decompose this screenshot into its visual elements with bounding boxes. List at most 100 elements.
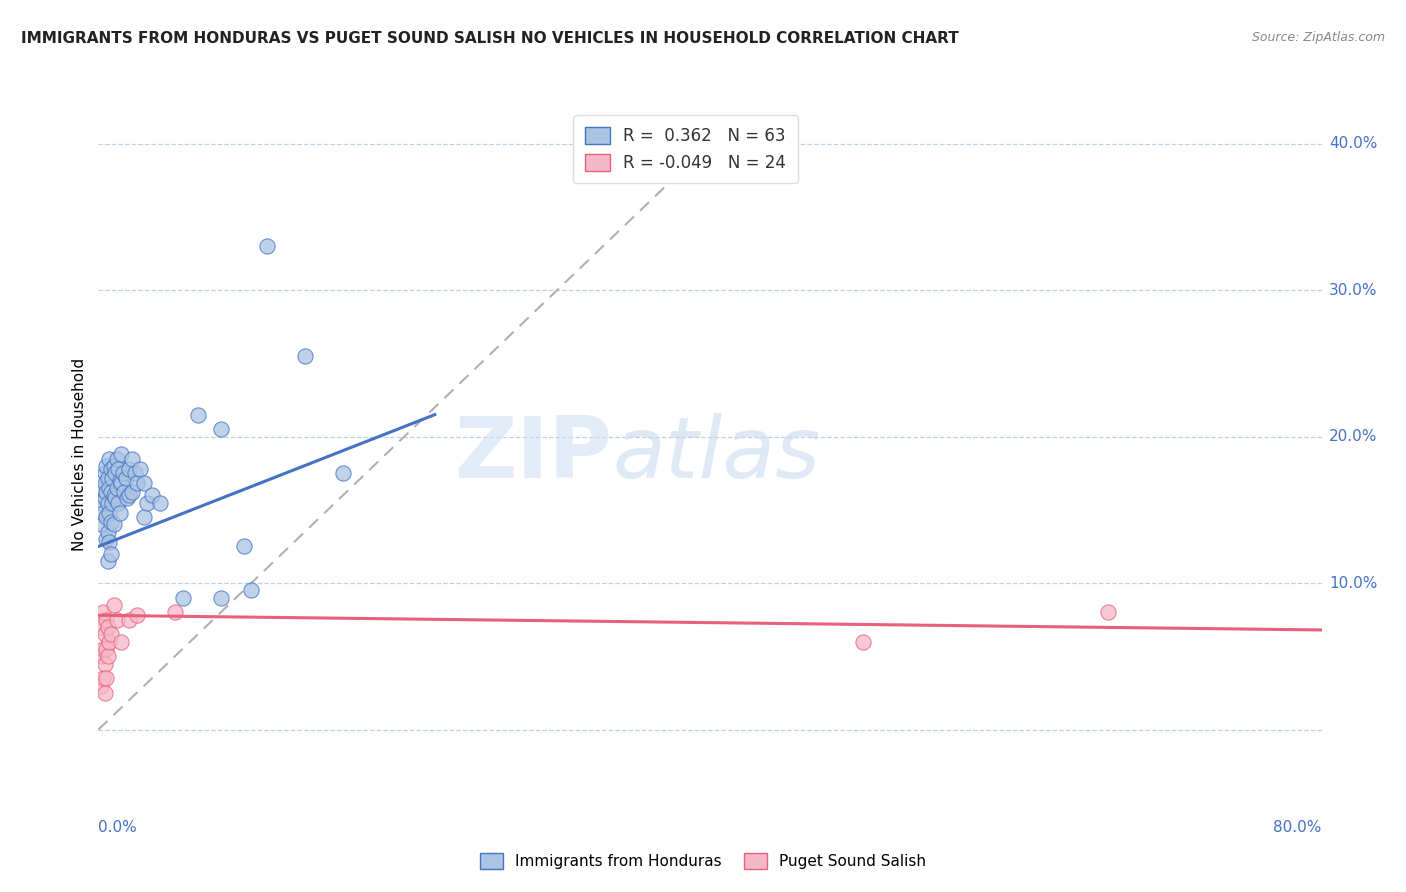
Text: atlas: atlas bbox=[612, 413, 820, 497]
Point bbox=[91, 642, 114, 657]
Point bbox=[110, 634, 132, 648]
Point bbox=[93, 491, 115, 505]
Point bbox=[97, 620, 120, 634]
Point bbox=[94, 613, 117, 627]
Text: 40.0%: 40.0% bbox=[1329, 136, 1378, 151]
Point bbox=[91, 481, 114, 495]
Point bbox=[110, 447, 132, 461]
Point bbox=[101, 495, 124, 509]
Point bbox=[94, 510, 117, 524]
Point bbox=[103, 598, 125, 612]
Text: Source: ZipAtlas.com: Source: ZipAtlas.com bbox=[1251, 31, 1385, 45]
Point bbox=[104, 491, 127, 505]
Point bbox=[232, 540, 254, 554]
Point bbox=[94, 532, 117, 546]
Point bbox=[93, 627, 115, 641]
Point bbox=[110, 476, 132, 491]
Point bbox=[118, 488, 141, 502]
Point bbox=[209, 422, 232, 436]
Point bbox=[98, 506, 121, 520]
Point bbox=[93, 467, 115, 481]
Point bbox=[90, 679, 112, 693]
Point bbox=[100, 485, 122, 500]
Point bbox=[97, 495, 120, 509]
Point bbox=[256, 239, 278, 253]
Point bbox=[107, 495, 129, 509]
Y-axis label: No Vehicles in Household: No Vehicles in Household bbox=[72, 359, 87, 551]
Point bbox=[134, 510, 156, 524]
Point bbox=[1097, 606, 1119, 620]
Point bbox=[97, 554, 120, 568]
Point bbox=[141, 488, 163, 502]
Point bbox=[93, 476, 115, 491]
Text: 80.0%: 80.0% bbox=[1274, 821, 1322, 836]
Point bbox=[90, 620, 112, 634]
Point bbox=[93, 686, 115, 700]
Point bbox=[94, 671, 117, 685]
Text: ZIP: ZIP bbox=[454, 413, 612, 497]
Text: IMMIGRANTS FROM HONDURAS VS PUGET SOUND SALISH NO VEHICLES IN HOUSEHOLD CORRELAT: IMMIGRANTS FROM HONDURAS VS PUGET SOUND … bbox=[21, 31, 959, 46]
Point bbox=[118, 613, 141, 627]
Point bbox=[852, 634, 875, 648]
Point bbox=[91, 506, 114, 520]
Point bbox=[112, 485, 135, 500]
Point bbox=[94, 485, 117, 500]
Point bbox=[100, 547, 122, 561]
Point bbox=[115, 470, 138, 484]
Point bbox=[98, 451, 121, 466]
Point bbox=[105, 451, 128, 466]
Point bbox=[240, 583, 263, 598]
Point bbox=[91, 606, 114, 620]
Point bbox=[125, 608, 148, 623]
Point bbox=[111, 467, 134, 481]
Point bbox=[101, 470, 124, 484]
Point bbox=[294, 349, 316, 363]
Point bbox=[97, 649, 120, 664]
Point bbox=[121, 485, 143, 500]
Point bbox=[91, 671, 114, 685]
Point bbox=[103, 488, 125, 502]
Point bbox=[118, 462, 141, 476]
Point bbox=[93, 657, 115, 671]
Point bbox=[97, 524, 120, 539]
Point bbox=[90, 517, 112, 532]
Point bbox=[98, 535, 121, 549]
Point bbox=[108, 474, 131, 488]
Point bbox=[125, 476, 148, 491]
Point bbox=[100, 515, 122, 529]
Point bbox=[172, 591, 194, 605]
Point bbox=[98, 634, 121, 648]
Point bbox=[163, 606, 186, 620]
Point bbox=[107, 462, 129, 476]
Point bbox=[90, 495, 112, 509]
Point bbox=[90, 649, 112, 664]
Text: 20.0%: 20.0% bbox=[1329, 429, 1378, 444]
Point bbox=[100, 462, 122, 476]
Point bbox=[105, 613, 128, 627]
Point bbox=[128, 462, 150, 476]
Point bbox=[134, 476, 156, 491]
Text: 0.0%: 0.0% bbox=[98, 821, 138, 836]
Point bbox=[97, 470, 120, 484]
Point bbox=[108, 506, 131, 520]
Point bbox=[103, 517, 125, 532]
Legend: R =  0.362   N = 63, R = -0.049   N = 24: R = 0.362 N = 63, R = -0.049 N = 24 bbox=[574, 115, 797, 184]
Point bbox=[100, 627, 122, 641]
Text: 10.0%: 10.0% bbox=[1329, 575, 1378, 591]
Point bbox=[98, 481, 121, 495]
Point bbox=[332, 467, 354, 481]
Point bbox=[94, 642, 117, 657]
Point bbox=[149, 495, 172, 509]
Point bbox=[117, 491, 139, 505]
Point bbox=[105, 481, 128, 495]
Point bbox=[121, 451, 143, 466]
Point bbox=[209, 591, 232, 605]
Point bbox=[124, 467, 146, 481]
Point bbox=[94, 458, 117, 473]
Point bbox=[104, 467, 127, 481]
Point bbox=[103, 458, 125, 473]
Text: 30.0%: 30.0% bbox=[1329, 283, 1378, 298]
Point bbox=[187, 408, 209, 422]
Point bbox=[136, 495, 159, 509]
Legend: Immigrants from Honduras, Puget Sound Salish: Immigrants from Honduras, Puget Sound Sa… bbox=[474, 847, 932, 875]
